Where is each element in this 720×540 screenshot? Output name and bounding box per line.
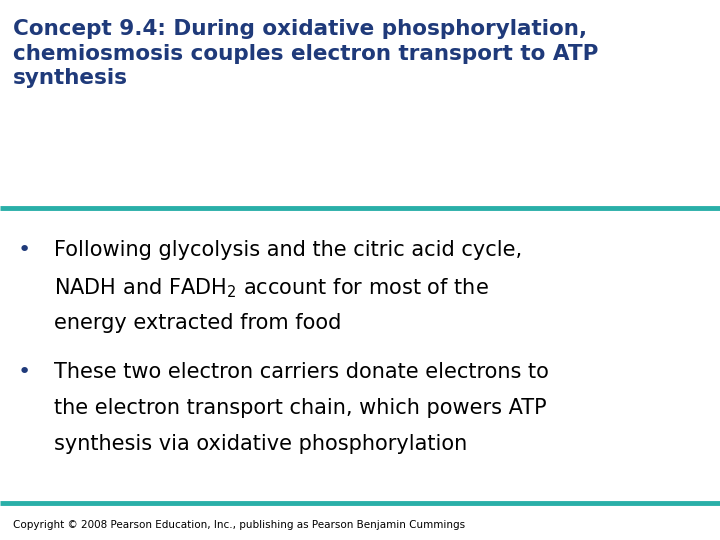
Text: synthesis via oxidative phosphorylation: synthesis via oxidative phosphorylation: [54, 434, 467, 454]
Text: Concept 9.4: During oxidative phosphorylation,
chemiosmosis couples electron tra: Concept 9.4: During oxidative phosphoryl…: [13, 19, 598, 89]
Text: •: •: [18, 362, 31, 382]
Text: NADH and FADH$_2$ account for most of the: NADH and FADH$_2$ account for most of th…: [54, 276, 489, 300]
Text: Following glycolysis and the citric acid cycle,: Following glycolysis and the citric acid…: [54, 240, 522, 260]
Text: energy extracted from food: energy extracted from food: [54, 313, 341, 333]
Text: Copyright © 2008 Pearson Education, Inc., publishing as Pearson Benjamin Cumming: Copyright © 2008 Pearson Education, Inc.…: [13, 520, 465, 530]
Text: •: •: [18, 240, 31, 260]
Text: These two electron carriers donate electrons to: These two electron carriers donate elect…: [54, 362, 549, 382]
Text: the electron transport chain, which powers ATP: the electron transport chain, which powe…: [54, 398, 546, 418]
